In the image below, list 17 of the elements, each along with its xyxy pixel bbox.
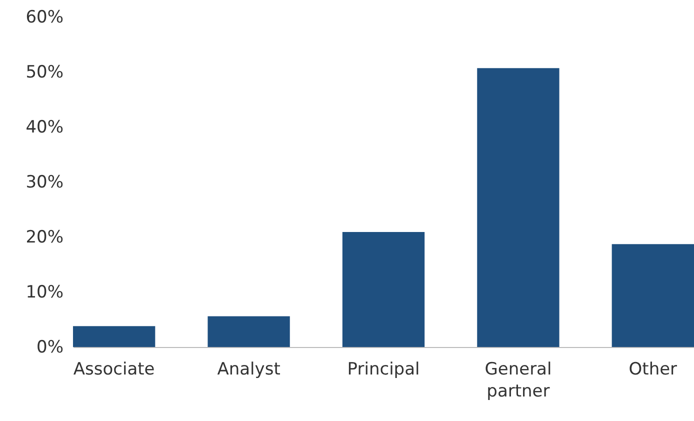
x-tick-label: Associate	[73, 360, 155, 380]
y-tick-label: 0%	[36, 338, 64, 358]
bar	[73, 326, 156, 347]
x-tick-label: Other	[628, 360, 678, 380]
y-tick-label: 20%	[26, 228, 64, 248]
y-tick-label: 50%	[26, 62, 64, 82]
y-tick-label: 40%	[26, 118, 64, 138]
bar	[477, 68, 560, 347]
x-tick-label: Analyst	[217, 360, 281, 380]
bar	[208, 316, 290, 347]
y-tick-label: 60%	[26, 8, 64, 28]
bar	[342, 232, 425, 347]
bar	[612, 244, 694, 347]
x-tick-label: Principal	[347, 360, 420, 380]
y-tick-label: 10%	[26, 282, 64, 302]
x-tick-label: General partner	[484, 360, 552, 402]
y-tick-label: 30%	[26, 172, 64, 192]
